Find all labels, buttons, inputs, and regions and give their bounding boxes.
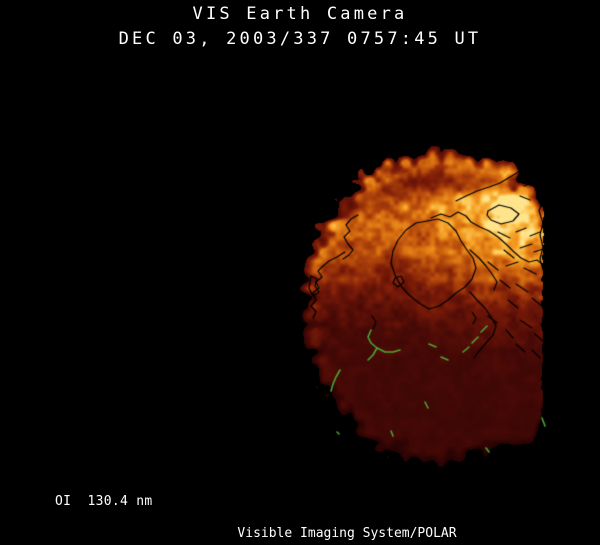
credit-block: Visible Imaging System/POLAR The Univers… <box>216 494 478 545</box>
timestamp: DEC 03, 2003/337 0757:45 UT <box>118 29 482 49</box>
credit-line-instrument: Visible Imaging System/POLAR <box>237 526 457 541</box>
wavelength-label: OI 130.4 nm <box>55 494 153 509</box>
page-title: VIS Earth Camera <box>192 4 408 24</box>
